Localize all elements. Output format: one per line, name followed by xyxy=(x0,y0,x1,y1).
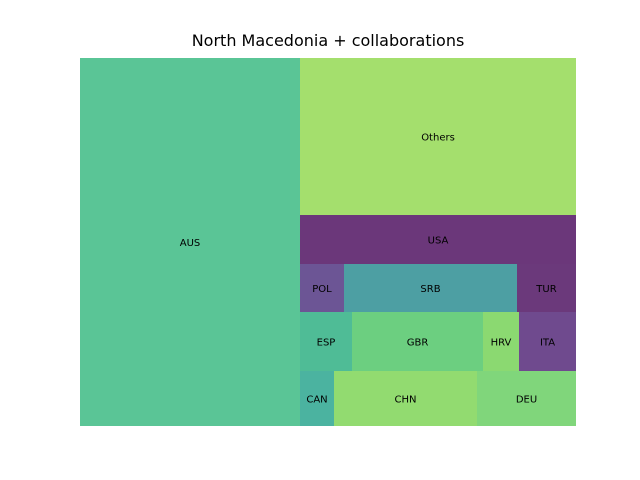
treemap-label-deu: DEU xyxy=(516,395,537,406)
treemap-tile-tur xyxy=(517,264,576,312)
treemap-label-can: CAN xyxy=(306,395,327,406)
treemap-tile-esp xyxy=(300,312,352,371)
treemap-tile-aus xyxy=(80,58,300,426)
treemap-tile-hrv xyxy=(483,312,519,371)
treemap-label-others: Others xyxy=(421,133,455,144)
treemap-tile-usa xyxy=(300,215,576,264)
treemap-label-srb: SRB xyxy=(420,284,440,295)
chart-title: North Macedonia + collaborations xyxy=(191,31,465,50)
treemap-tile-gbr xyxy=(352,312,483,371)
treemap-label-hrv: HRV xyxy=(491,338,512,349)
treemap-tile-srb xyxy=(344,264,517,312)
treemap-tile-others xyxy=(300,58,576,215)
treemap-label-ita: ITA xyxy=(540,338,555,349)
treemap-tile-deu xyxy=(477,371,576,426)
treemap-label-gbr: GBR xyxy=(407,338,429,349)
treemap-label-esp: ESP xyxy=(317,338,336,349)
treemap-tile-can xyxy=(300,371,334,426)
treemap-label-aus: AUS xyxy=(180,238,201,249)
treemap-label-tur: TUR xyxy=(535,284,556,295)
treemap-label-usa: USA xyxy=(428,236,449,247)
treemap-tile-chn xyxy=(334,371,477,426)
treemap-label-chn: CHN xyxy=(395,395,417,406)
treemap-tile-pol xyxy=(300,264,344,312)
treemap-tile-ita xyxy=(519,312,576,371)
treemap-label-pol: POL xyxy=(312,284,332,295)
